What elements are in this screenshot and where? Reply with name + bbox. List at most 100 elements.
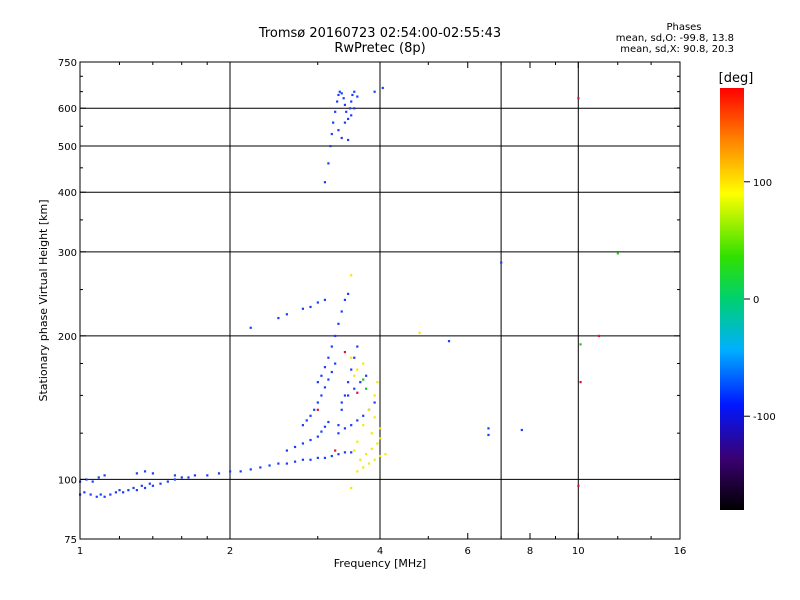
data-point	[285, 313, 288, 316]
data-point	[365, 374, 368, 377]
data-point	[334, 362, 337, 365]
data-point	[103, 495, 106, 498]
data-point	[337, 322, 340, 325]
data-point	[187, 476, 190, 479]
colorbar-tick-label: 100	[753, 178, 772, 189]
data-point	[309, 438, 312, 442]
data-point	[309, 458, 312, 461]
data-point	[346, 117, 350, 121]
data-point	[356, 440, 359, 443]
data-point	[229, 470, 232, 473]
data-point	[356, 470, 359, 473]
data-point	[384, 453, 387, 456]
data-point	[365, 387, 368, 390]
data-point	[338, 90, 341, 93]
data-point	[127, 489, 130, 492]
data-point	[353, 374, 356, 377]
data-point	[359, 458, 362, 461]
data-point	[350, 274, 353, 277]
data-point	[323, 298, 327, 301]
data-point	[348, 107, 352, 110]
x-tick-label: 1	[77, 546, 83, 557]
data-point	[346, 381, 350, 384]
data-point	[351, 93, 354, 97]
data-point	[97, 476, 100, 479]
data-point	[320, 374, 323, 377]
data-point	[356, 95, 359, 98]
data-point	[373, 416, 376, 419]
data-point	[365, 453, 368, 456]
data-point	[373, 458, 376, 461]
data-point	[249, 326, 252, 329]
stats-heading: Phases	[666, 22, 702, 33]
data-point	[334, 110, 337, 113]
data-point	[334, 334, 337, 338]
data-point	[323, 456, 327, 459]
data-point	[340, 310, 343, 313]
data-point	[379, 437, 382, 440]
data-point	[373, 90, 376, 93]
data-point	[356, 391, 359, 394]
data-point	[259, 466, 262, 469]
gridlines	[80, 62, 680, 539]
data-point	[305, 419, 308, 422]
data-point	[376, 381, 379, 384]
data-point	[343, 103, 347, 107]
data-point	[343, 451, 347, 454]
data-point	[151, 472, 155, 475]
data-point	[337, 129, 340, 132]
x-tick-label: 16	[674, 546, 687, 557]
stats-o-line: mean, sd,O: -99.8, 13.8	[615, 33, 734, 44]
data-point	[359, 381, 362, 384]
data-point	[180, 476, 183, 479]
data-point	[350, 451, 353, 454]
data-point	[330, 345, 333, 348]
x-tick-label: 4	[377, 546, 383, 557]
data-point	[332, 121, 335, 124]
y-tick-label: 400	[58, 188, 77, 199]
data-point	[334, 449, 337, 452]
data-point	[103, 474, 106, 477]
data-point	[350, 486, 353, 490]
y-tick-label: 75	[64, 535, 77, 546]
data-point	[362, 414, 365, 417]
data-point	[132, 486, 135, 490]
data-point	[370, 447, 373, 450]
y-tick-label: 600	[58, 104, 77, 115]
y-tick-label: 750	[58, 58, 77, 69]
stats-x-line: mean, sd,X: 90.8, 20.3	[620, 44, 734, 55]
data-point	[353, 387, 356, 390]
x-tick-label: 6	[465, 546, 471, 557]
data-point	[316, 381, 319, 384]
data-point	[373, 401, 376, 404]
data-point	[173, 478, 177, 481]
data-point	[350, 368, 353, 371]
data-point	[343, 121, 347, 124]
data-point	[343, 394, 347, 397]
data-point	[343, 427, 347, 430]
data-point	[343, 298, 347, 301]
data-point	[337, 93, 340, 97]
data-point	[249, 468, 252, 471]
x-tick-label: 8	[527, 546, 533, 557]
data-point	[487, 433, 490, 437]
data-point	[330, 454, 333, 458]
data-point	[85, 478, 88, 481]
data-point	[447, 340, 451, 343]
data-point	[345, 110, 348, 113]
y-tick-label: 500	[58, 142, 77, 153]
data-point	[329, 144, 332, 148]
data-point	[356, 419, 359, 422]
data-point	[350, 356, 353, 359]
data-point	[83, 491, 86, 494]
data-point	[577, 97, 580, 100]
data-point	[323, 425, 327, 428]
colorbar-title: [deg]	[719, 71, 754, 86]
data-point	[316, 408, 319, 411]
colorbar-tick-label: -100	[753, 412, 776, 423]
data-point	[285, 449, 288, 452]
data-point	[350, 100, 353, 103]
data-point	[579, 381, 582, 384]
data-point	[367, 462, 371, 465]
data-point	[353, 449, 356, 452]
